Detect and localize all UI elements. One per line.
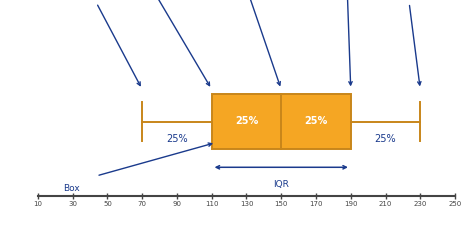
Text: IQR: IQR bbox=[273, 180, 289, 189]
Text: 25%: 25% bbox=[166, 134, 188, 144]
Text: 25%: 25% bbox=[304, 117, 328, 126]
Text: 25%: 25% bbox=[235, 117, 258, 126]
Text: Box: Box bbox=[63, 184, 80, 193]
Text: 25%: 25% bbox=[375, 134, 396, 144]
Bar bbox=[212, 94, 351, 149]
